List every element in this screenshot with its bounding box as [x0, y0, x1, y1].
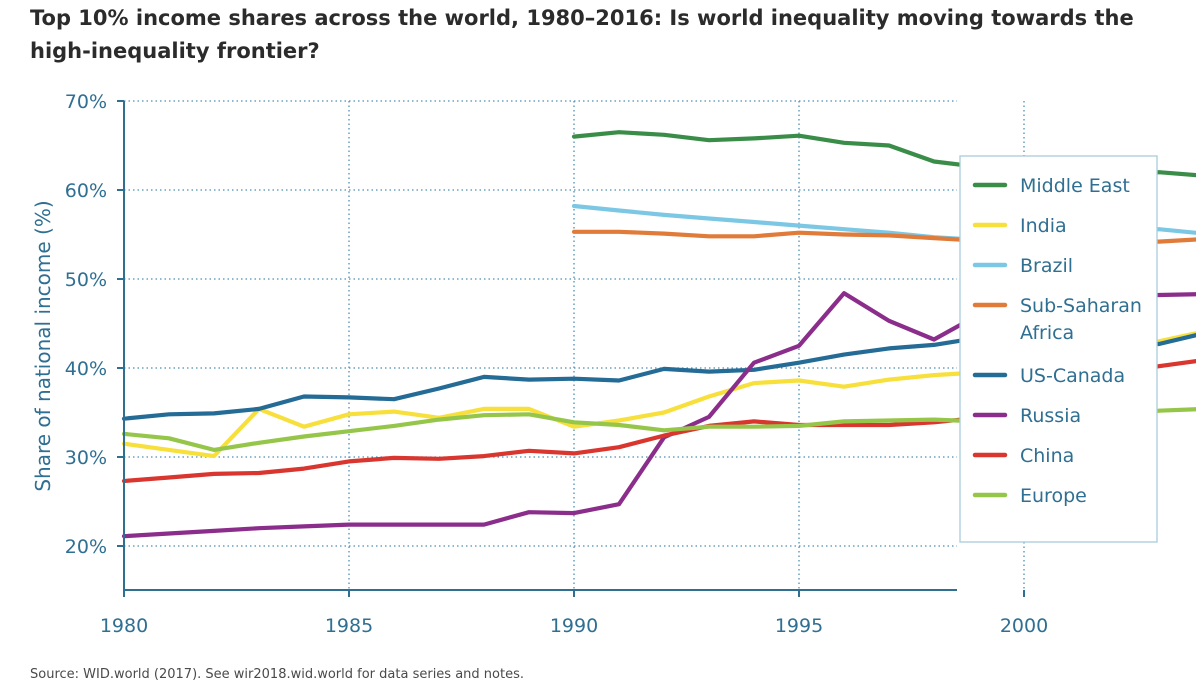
legend-label: Russia — [1020, 405, 1081, 427]
source-note: Source: WID.world (2017). See wir2018.wi… — [30, 667, 524, 682]
y-tick-label: 20% — [65, 536, 107, 558]
series-line-india — [121, 331, 1196, 459]
series-line-brazil — [571, 203, 1196, 245]
series-line-russia — [121, 280, 1196, 539]
legend-label: Africa — [1020, 322, 1074, 344]
y-tick-label: 40% — [65, 358, 107, 380]
y-tick-label: 50% — [65, 269, 107, 291]
x-tick-label: 2000 — [1000, 615, 1048, 637]
y-tick-label: 60% — [65, 180, 107, 202]
series-line-europe — [121, 407, 1196, 452]
legend-label: Brazil — [1020, 255, 1073, 277]
x-tick-label: 1995 — [775, 615, 823, 637]
y-tick-label: 30% — [65, 447, 107, 469]
y-tick-label: 70% — [65, 91, 107, 113]
series-lines — [121, 130, 1196, 539]
x-tick-label: 1980 — [100, 615, 148, 637]
legend-box — [959, 155, 1158, 543]
x-tick-label: 1985 — [325, 615, 373, 637]
legend-label: Middle East — [1020, 175, 1130, 197]
series-line-sub-saharan-africa — [571, 229, 1196, 244]
legend-label: US-Canada — [1020, 365, 1125, 387]
legend: Middle East India Brazil Sub-Saharan Africa U… — [959, 155, 1158, 543]
y-axis-title: Share of national income (%) — [31, 200, 55, 491]
series-line-middle-east — [571, 130, 1196, 180]
legend-label: Sub-Saharan — [1020, 295, 1142, 317]
series-line-china — [121, 358, 1196, 484]
series-line-us-canada — [121, 331, 1196, 421]
legend-label: India — [1020, 215, 1067, 237]
x-tick-label: 1990 — [550, 615, 598, 637]
legend-label: China — [1020, 445, 1074, 467]
axes: 20%30%40%50%60%70%1980198519901995200020… — [31, 91, 1048, 637]
legend-label: Europe — [1020, 485, 1087, 507]
chart-title: Top 10% income shares across the world, … — [30, 6, 1134, 63]
